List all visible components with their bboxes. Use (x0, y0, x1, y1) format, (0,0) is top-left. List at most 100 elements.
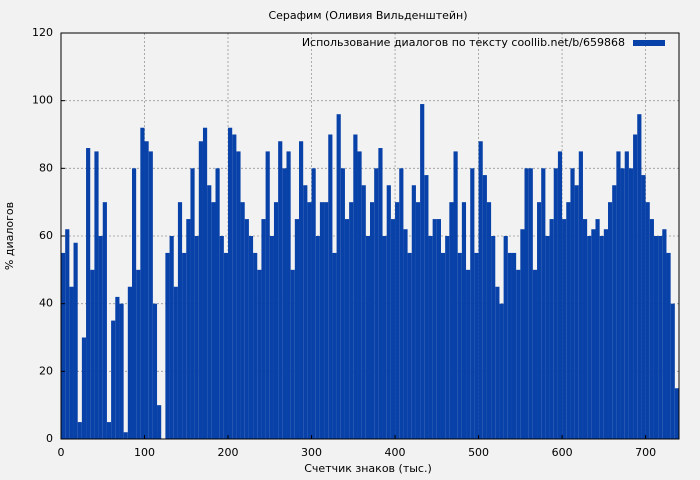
bar (257, 269, 262, 439)
bar (624, 151, 629, 439)
bar (77, 422, 82, 439)
bar (202, 127, 208, 439)
bar (591, 229, 596, 439)
bar (315, 236, 320, 439)
bar (294, 219, 300, 439)
bar (253, 252, 258, 439)
x-tick-label: 500 (468, 446, 489, 459)
bar (466, 269, 471, 439)
y-axis-label: % диалогов (3, 202, 16, 270)
bar (528, 168, 533, 440)
bar (587, 236, 592, 439)
bar (415, 202, 421, 439)
y-tick-label: 100 (32, 94, 53, 107)
bar (603, 229, 609, 439)
bar (403, 229, 408, 439)
bar (115, 296, 120, 439)
bar (399, 168, 404, 440)
bar (282, 168, 287, 440)
bar (428, 236, 433, 439)
bar (219, 236, 224, 439)
bar (495, 286, 500, 439)
bar (662, 229, 667, 439)
bar (152, 303, 158, 439)
y-tick-label: 80 (39, 161, 53, 174)
bar (674, 388, 679, 439)
bar (440, 252, 446, 439)
bar (382, 236, 387, 439)
x-tick-label: 200 (218, 446, 239, 459)
chart-title: Серафим (Оливия Вильденштейн) (268, 9, 467, 22)
ticks: 0 20 40 60 80 100 120 0 100 200 300 400 500 600 700 (32, 26, 656, 459)
bar (511, 252, 517, 439)
bar (645, 202, 650, 439)
bar (198, 141, 203, 439)
bar (608, 202, 613, 439)
bar (248, 236, 254, 439)
bar (173, 286, 178, 439)
bar (520, 229, 525, 439)
bar (190, 168, 195, 440)
bar (507, 252, 512, 439)
bar (424, 175, 429, 439)
bar (658, 236, 663, 439)
bar (516, 269, 521, 439)
bar (61, 252, 66, 439)
x-tick-label: 400 (385, 446, 406, 459)
bar (378, 148, 383, 440)
bar (390, 219, 396, 439)
legend: Использование диалогов по тексту coollib… (302, 36, 665, 49)
bar (582, 219, 588, 439)
bar (612, 185, 617, 439)
bar (332, 252, 337, 439)
bar (144, 141, 149, 439)
bar (303, 185, 308, 439)
bar (461, 202, 467, 439)
bar (299, 141, 304, 439)
bar (307, 202, 312, 439)
bar (319, 202, 325, 439)
bar (633, 134, 638, 439)
bar (286, 151, 291, 439)
bar (499, 303, 504, 439)
bar (278, 141, 283, 439)
bar (232, 134, 237, 439)
bar (240, 202, 245, 439)
bar (670, 303, 675, 439)
bar (353, 134, 358, 439)
bar (365, 236, 370, 439)
bar (127, 286, 132, 439)
bar (81, 337, 87, 439)
bar (111, 320, 116, 439)
bar (653, 236, 659, 439)
bar (524, 168, 529, 440)
bar (211, 202, 216, 439)
bar (537, 202, 542, 439)
bar (102, 202, 107, 439)
bar (666, 252, 671, 439)
bar (553, 168, 558, 440)
bar (407, 252, 412, 439)
y-tick-label: 0 (46, 432, 53, 445)
bar (436, 219, 441, 439)
y-tick-label: 40 (39, 297, 53, 310)
bar (503, 236, 508, 439)
bar (599, 236, 604, 439)
bar (311, 168, 316, 440)
bar (98, 236, 103, 439)
bar (186, 219, 191, 439)
bar (445, 236, 450, 439)
bar (486, 202, 492, 439)
x-axis-label: Счетчик знаков (тыс.) (304, 462, 432, 475)
bar (194, 236, 199, 439)
bar (344, 219, 350, 439)
bar (340, 168, 345, 440)
bar (545, 236, 550, 439)
bar (177, 202, 183, 439)
bar (261, 219, 266, 439)
bar (616, 151, 621, 439)
bar (453, 151, 458, 439)
bar (131, 168, 137, 440)
bar (557, 151, 563, 439)
y-tick-label: 20 (39, 364, 53, 377)
